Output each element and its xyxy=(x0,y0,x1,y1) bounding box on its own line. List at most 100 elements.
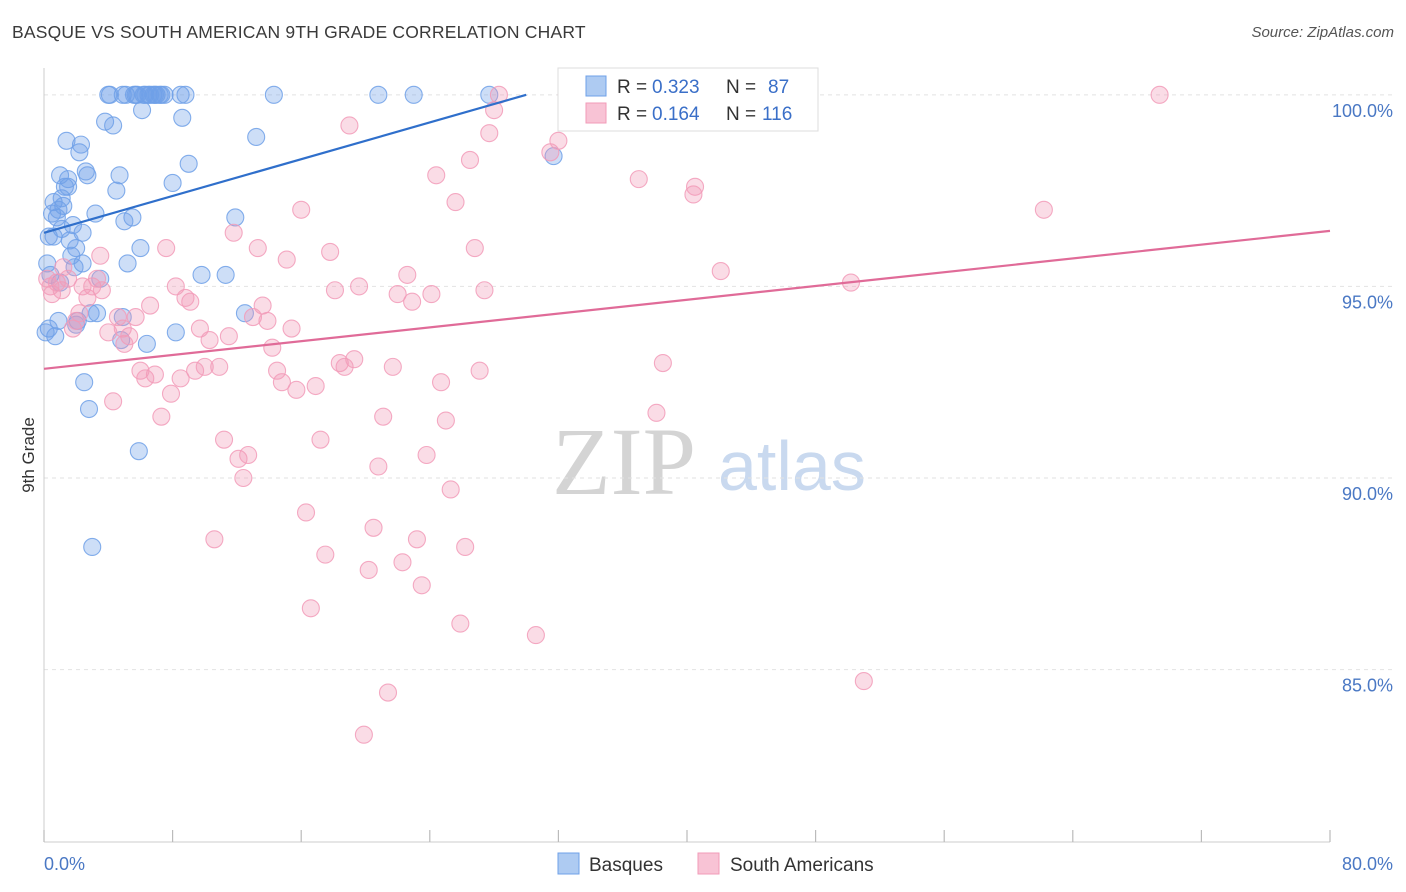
scatter-point xyxy=(42,285,62,304)
legend-r-label-basques: R = xyxy=(617,77,647,98)
scatter-point xyxy=(124,85,144,104)
scatter-point xyxy=(647,403,666,422)
watermark-atlas: atlas xyxy=(718,427,866,505)
scatter-point xyxy=(480,124,499,143)
scatter-point xyxy=(104,392,123,411)
scatter-point xyxy=(57,131,76,150)
scatter-point xyxy=(192,265,211,284)
scatter-point xyxy=(163,173,182,193)
scatter-point xyxy=(465,239,484,258)
scatter-point xyxy=(59,170,78,189)
scatter-point xyxy=(383,357,402,376)
source-credit: Source: ZipAtlas.com xyxy=(1251,24,1394,41)
scatter-point xyxy=(388,285,407,304)
scatter-point xyxy=(359,560,378,580)
scatter-point xyxy=(316,545,335,564)
x-tick-label-max: 80.0% xyxy=(1342,854,1393,874)
scatter-point xyxy=(73,254,92,273)
bottom-legend-swatch-south-americans xyxy=(697,852,720,875)
scatter-point xyxy=(253,296,272,315)
scatter-point xyxy=(52,189,71,208)
series-basques xyxy=(36,85,563,557)
scatter-point xyxy=(629,170,648,189)
scatter-point xyxy=(104,116,123,135)
scatter-point xyxy=(152,85,171,104)
y-axis-ticks: 100.0% 95.0% 90.0% 85.0% xyxy=(1332,101,1393,696)
scatter-point xyxy=(123,208,142,227)
scatter-point xyxy=(71,135,91,154)
scatter-point xyxy=(59,269,78,288)
scatter-point xyxy=(446,193,465,212)
legend-n-label-basques: N = xyxy=(726,77,756,98)
scatter-point xyxy=(70,143,89,162)
scatter-point xyxy=(470,361,489,380)
bottom-legend-swatch-basques xyxy=(557,852,580,875)
scatter-point xyxy=(526,626,545,645)
scatter-point xyxy=(87,304,107,323)
scatter-point xyxy=(166,323,185,342)
scatter-point xyxy=(54,258,73,277)
scatter-point xyxy=(216,265,235,284)
scatter-point xyxy=(92,281,111,300)
scatter-point xyxy=(685,177,705,196)
scatter-point xyxy=(404,85,423,104)
trend-line-south-americans xyxy=(43,229,1331,370)
scatter-point xyxy=(436,411,455,430)
scatter-point xyxy=(205,530,224,549)
scatter-point xyxy=(1150,85,1169,104)
scatter-point xyxy=(272,373,291,392)
scatter-point xyxy=(52,219,71,238)
scatter-point xyxy=(378,683,398,702)
scatter-point xyxy=(200,330,219,350)
watermark-zip: ZIP xyxy=(552,408,696,515)
scatter-point xyxy=(412,576,431,595)
scatter-point xyxy=(59,177,78,196)
scatter-point xyxy=(393,553,412,572)
y-tick-label: 100.0% xyxy=(1332,101,1393,121)
scatter-point xyxy=(118,254,137,273)
bottom-legend: Basques South Americans xyxy=(557,852,874,876)
scatter-point xyxy=(145,365,164,384)
scatter-point xyxy=(186,361,205,380)
scatter-point xyxy=(54,196,73,215)
scatter-point xyxy=(73,223,92,242)
scatter-point xyxy=(854,672,873,691)
scatter-point xyxy=(49,311,68,330)
scatter-point xyxy=(129,442,148,461)
bottom-legend-label-basques: Basques xyxy=(589,855,663,876)
scatter-point xyxy=(75,373,94,392)
scatter-point xyxy=(432,373,451,392)
y-tick-label: 95.0% xyxy=(1342,292,1393,312)
scatter-point xyxy=(287,380,306,399)
scatter-point xyxy=(224,223,243,242)
scatter-point xyxy=(422,285,441,304)
scatter-point xyxy=(369,457,388,476)
scatter-point xyxy=(460,150,480,170)
scatter-point xyxy=(268,361,287,380)
scatter-point xyxy=(264,85,283,104)
scatter-point xyxy=(161,384,181,403)
legend-r-label-south-americans: R = xyxy=(617,104,647,125)
scatter-point xyxy=(229,449,248,468)
scatter-point xyxy=(325,281,345,300)
scatter-point xyxy=(179,154,198,173)
legend-r-value-south-americans: 0.164 xyxy=(652,104,700,125)
scatter-point xyxy=(83,537,102,557)
scatter-point xyxy=(369,85,388,104)
scatter-point xyxy=(1034,200,1053,219)
series-south-americans xyxy=(38,85,1169,744)
scatter-point xyxy=(684,185,703,204)
scatter-point xyxy=(475,281,494,300)
scatter-point xyxy=(173,108,192,127)
scatter-point xyxy=(321,242,340,261)
legend-r-value-basques: 0.323 xyxy=(652,77,700,98)
scatter-point xyxy=(70,304,89,323)
scatter-point xyxy=(137,334,156,353)
scatter-point xyxy=(441,480,460,499)
scatter-point xyxy=(711,262,730,281)
scatter-point xyxy=(234,468,253,488)
scatter-point xyxy=(107,181,126,200)
y-tick-label: 90.0% xyxy=(1342,484,1393,504)
bottom-legend-label-south-americans: South Americans xyxy=(730,855,874,876)
